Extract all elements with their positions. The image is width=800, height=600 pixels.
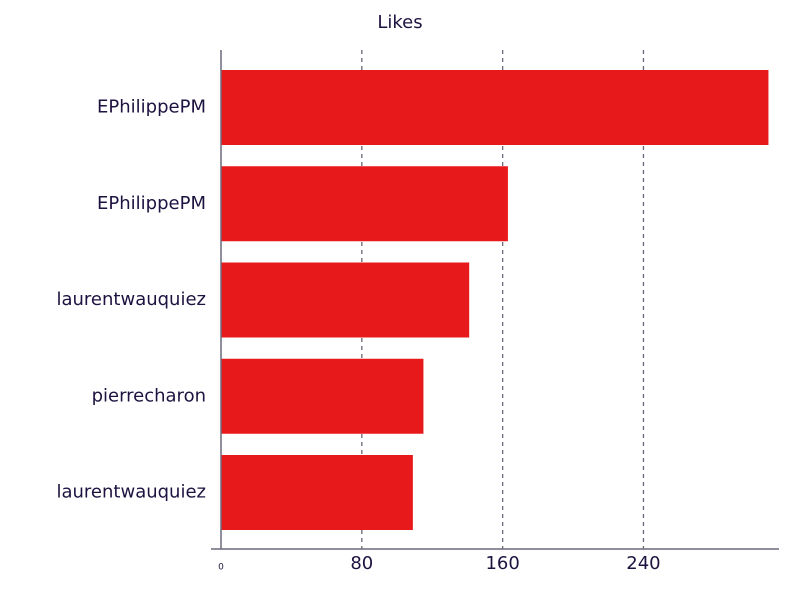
y-tick-label: EPhilippePM — [97, 97, 206, 118]
bar — [221, 262, 470, 338]
chart-title: Likes — [377, 12, 422, 33]
x-tick-label: 160 — [485, 553, 519, 574]
y-tick-label: laurentwauquiez — [56, 289, 206, 310]
bar — [221, 166, 508, 242]
y-tick-label: pierrecharon — [92, 385, 206, 406]
x-tick-label: 80 — [350, 553, 373, 574]
bar — [221, 358, 424, 434]
x-tick-label: 0 — [218, 563, 224, 573]
bar — [221, 70, 769, 145]
y-tick-label: EPhilippePM — [97, 193, 206, 214]
x-tick-label: 240 — [626, 553, 660, 574]
y-tick-label: laurentwauquiez — [56, 482, 206, 503]
bar — [221, 455, 413, 530]
